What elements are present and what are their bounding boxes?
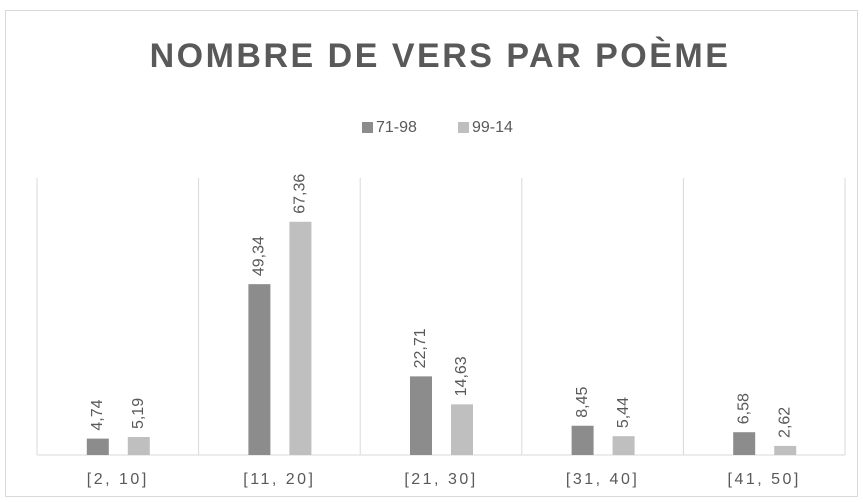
legend-label: 71-98 (376, 119, 417, 136)
x-tick-label: [2, 10] (87, 471, 149, 488)
bar (774, 445, 797, 455)
bar (451, 404, 473, 455)
data-label: 14,63 (453, 356, 470, 396)
bar (410, 376, 432, 455)
data-label: 5,19 (130, 398, 147, 429)
x-tick-label: [21, 30] (404, 471, 477, 488)
bar (733, 432, 756, 455)
data-label: 2,62 (776, 407, 793, 438)
data-label: 67,36 (292, 174, 309, 214)
bar (248, 284, 271, 455)
bar (127, 437, 150, 455)
data-label: 5,44 (615, 397, 632, 428)
bar (86, 438, 109, 455)
chart-title: NOMBRE DE VERS PAR POÈME (150, 37, 731, 75)
x-tick-label: [31, 40] (566, 471, 639, 488)
legend-swatch (362, 122, 373, 133)
data-label: 22,71 (412, 328, 429, 368)
x-tick-label: [41, 50] (728, 471, 801, 488)
bar (612, 436, 635, 455)
bar (571, 425, 594, 455)
bar (289, 221, 312, 455)
data-label: 8,45 (574, 386, 591, 417)
data-label: 49,34 (251, 236, 268, 276)
legend-swatch (458, 122, 469, 133)
data-label: 4,74 (89, 399, 106, 430)
x-tick-label: [11, 20] (243, 471, 315, 488)
data-label: 6,58 (735, 393, 752, 424)
legend-label: 99-14 (472, 119, 513, 136)
